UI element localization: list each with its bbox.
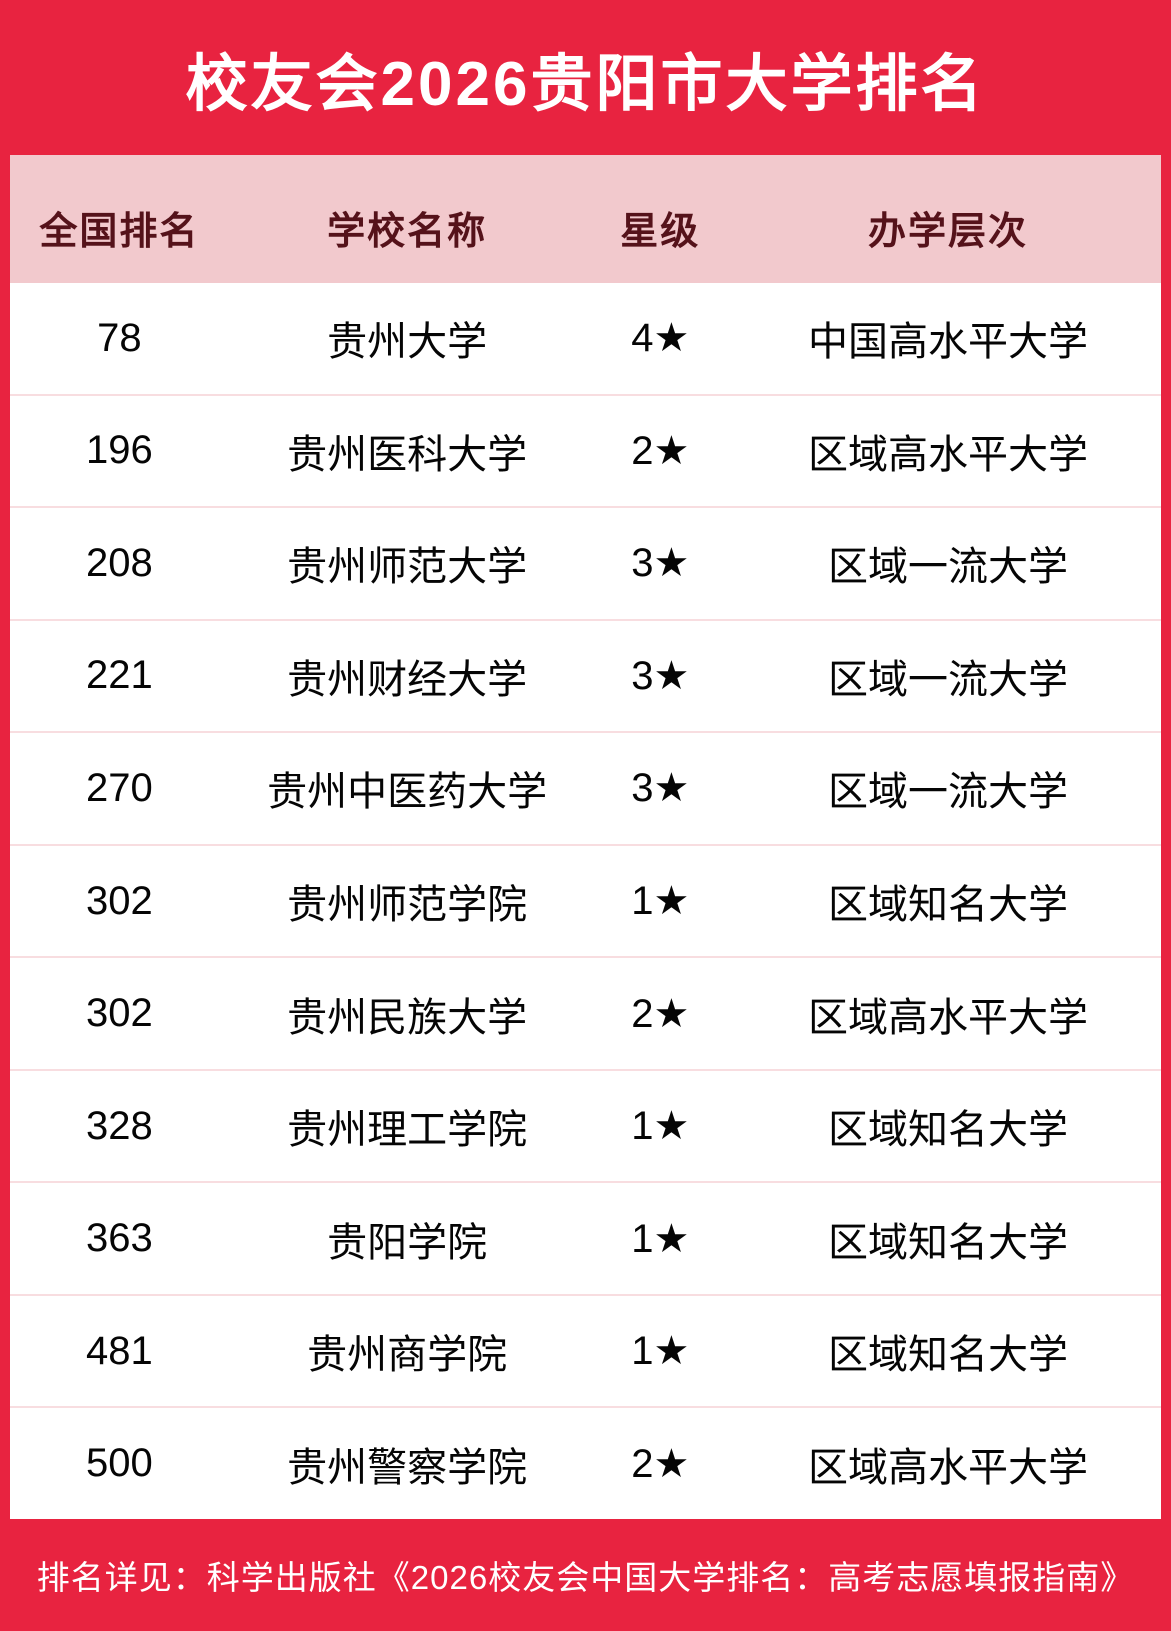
education-tier-cell: 区域知名大学 xyxy=(828,1108,1069,1153)
star-level-cell: 2★ xyxy=(631,1441,690,1486)
star-level-cell: 1★ xyxy=(631,1104,690,1149)
school-name-cell: 贵州大学 xyxy=(327,320,488,365)
education-tier-cell: 区域知名大学 xyxy=(828,883,1069,927)
education-tier-cell: 区域高水平大学 xyxy=(808,432,1089,477)
rank-cell: 302 xyxy=(85,991,153,1036)
rank-cell: 500 xyxy=(85,1441,153,1486)
column-header-education-tier: 办学层次 xyxy=(868,210,1029,253)
rank-cell: 363 xyxy=(85,1216,153,1261)
table-row: 270 贵州中医药大学 3★ 区域一流大学 xyxy=(10,731,1161,844)
table-row: 302 贵州民族大学 2★ 区域高水平大学 xyxy=(10,956,1161,1069)
education-tier-cell: 区域知名大学 xyxy=(828,1220,1069,1265)
school-name-cell: 贵州警察学院 xyxy=(287,1445,528,1490)
school-name-cell: 贵州中医药大学 xyxy=(267,770,548,815)
education-tier-cell: 区域一流大学 xyxy=(828,545,1069,590)
ranking-table: 全国排名 学校名称 星级 办学层次 78 贵州大学 4★ 中国高水平大学 196… xyxy=(10,155,1161,1519)
rank-cell: 221 xyxy=(85,653,153,698)
star-level-cell: 1★ xyxy=(631,1216,690,1261)
school-name-cell: 贵州医科大学 xyxy=(287,432,528,477)
rank-cell: 481 xyxy=(85,1328,153,1373)
school-name-cell: 贵州师范大学 xyxy=(287,545,528,590)
education-tier-cell: 区域高水平大学 xyxy=(808,1445,1089,1490)
rank-cell: 78 xyxy=(97,315,142,360)
rank-cell: 328 xyxy=(85,1103,153,1148)
education-tier-cell: 区域知名大学 xyxy=(828,1333,1069,1378)
column-header-star-level: 星级 xyxy=(620,210,701,253)
table-row: 363 贵阳学院 1★ 区域知名大学 xyxy=(10,1181,1161,1294)
education-tier-cell: 区域高水平大学 xyxy=(808,995,1089,1040)
school-name-cell: 贵阳学院 xyxy=(327,1220,488,1265)
star-level-cell: 4★ xyxy=(631,316,690,361)
table-row: 328 贵州理工学院 1★ 区域知名大学 xyxy=(10,1068,1161,1182)
star-level-cell: 3★ xyxy=(631,766,690,811)
star-level-cell: 1★ xyxy=(631,879,690,923)
star-level-cell: 3★ xyxy=(631,541,690,586)
star-level-cell: 2★ xyxy=(631,428,690,473)
education-tier-cell: 区域一流大学 xyxy=(828,657,1069,702)
rank-cell: 302 xyxy=(85,878,153,923)
table-row: 78 贵州大学 4★ 中国高水平大学 xyxy=(10,283,1161,394)
table-row: 481 贵州商学院 1★ 区域知名大学 xyxy=(10,1293,1161,1407)
table-row: 221 贵州财经大学 3★ 区域一流大学 xyxy=(10,618,1161,732)
rank-cell: 208 xyxy=(85,540,153,585)
column-header-school-name: 学校名称 xyxy=(327,210,488,253)
star-level-cell: 3★ xyxy=(631,653,690,698)
page-title: 校友会2026贵阳市大学排名 xyxy=(185,49,986,119)
title-bar: 校友会2026贵阳市大学排名 xyxy=(0,0,1171,155)
star-level-cell: 1★ xyxy=(631,1329,690,1374)
star-level-cell: 2★ xyxy=(631,991,690,1036)
school-name-cell: 贵州师范学院 xyxy=(287,883,528,927)
table-row: 196 贵州医科大学 2★ 区域高水平大学 xyxy=(10,393,1161,507)
education-tier-cell: 区域一流大学 xyxy=(828,770,1069,815)
table-header-row: 全国排名 学校名称 星级 办学层次 xyxy=(10,155,1161,283)
column-header-national-rank: 全国排名 xyxy=(39,210,200,253)
rank-cell: 196 xyxy=(85,428,153,473)
table-row: 500 贵州警察学院 2★ 区域高水平大学 xyxy=(10,1406,1161,1519)
table-body: 78 贵州大学 4★ 中国高水平大学 196 贵州医科大学 2★ 区域高水平大学… xyxy=(10,283,1161,1519)
table-row: 302 贵州师范学院 1★ 区域知名大学 xyxy=(10,843,1161,957)
school-name-cell: 贵州财经大学 xyxy=(287,657,528,702)
table-row: 208 贵州师范大学 3★ 区域一流大学 xyxy=(10,506,1161,619)
footer-bar: 排名详见：科学出版社《2026校友会中国大学排名：高考志愿填报指南》 xyxy=(0,1519,1171,1631)
footer-note: 排名详见：科学出版社《2026校友会中国大学排名：高考志愿填报指南》 xyxy=(36,1559,1135,1596)
rank-cell: 270 xyxy=(85,765,153,810)
education-tier-cell: 中国高水平大学 xyxy=(808,320,1089,365)
school-name-cell: 贵州商学院 xyxy=(307,1333,508,1378)
school-name-cell: 贵州民族大学 xyxy=(287,995,528,1040)
school-name-cell: 贵州理工学院 xyxy=(287,1108,528,1153)
